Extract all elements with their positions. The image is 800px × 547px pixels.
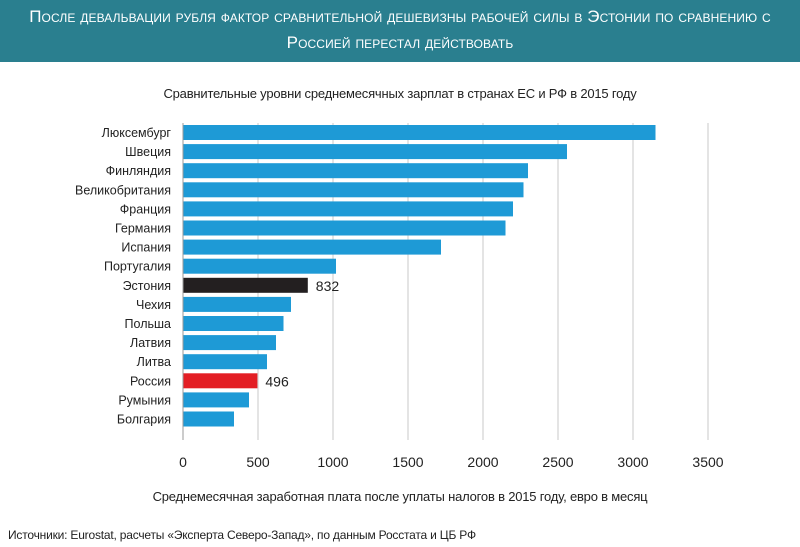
header-title: После девальвации рубля фактор сравнител… — [29, 7, 771, 52]
category-label: Финляндия — [106, 164, 171, 178]
bar — [183, 277, 308, 293]
bar — [183, 258, 336, 274]
x-tick-label: 0 — [179, 454, 187, 470]
bar — [183, 335, 276, 351]
bar — [183, 182, 524, 198]
bar — [183, 411, 234, 427]
x-tick-label: 3000 — [617, 454, 648, 470]
category-label: Болгария — [117, 413, 171, 427]
bar — [183, 296, 291, 312]
x-axis-label: Среднемесячная заработная плата после уп… — [152, 489, 648, 504]
category-label: Латвия — [130, 336, 171, 350]
category-label: Россия — [130, 374, 171, 388]
bar — [183, 125, 656, 140]
bar — [183, 392, 249, 408]
bar — [183, 163, 528, 179]
x-tick-label: 500 — [246, 454, 270, 470]
bar — [183, 354, 267, 370]
category-label: Чехия — [136, 298, 171, 312]
x-tick-label: 1500 — [392, 454, 423, 470]
bar — [183, 316, 284, 331]
x-tick-label: 2500 — [542, 454, 573, 470]
bar — [183, 373, 258, 389]
bar — [183, 220, 506, 236]
category-label: Швеция — [125, 145, 171, 159]
data-label: 496 — [265, 373, 289, 389]
source-note: Источники: Eurostat, расчеты «Эксперта С… — [8, 528, 476, 542]
category-label: Румыния — [118, 393, 171, 407]
chart-title: Сравнительные уровни среднемесячных зарп… — [163, 86, 637, 101]
bar — [183, 201, 513, 217]
data-label: 832 — [316, 278, 340, 294]
header-banner: После девальвации рубля фактор сравнител… — [0, 0, 800, 62]
category-label: Люксембург — [102, 126, 172, 140]
category-label: Великобритания — [75, 183, 171, 197]
category-label: Эстония — [123, 279, 171, 293]
bar — [183, 144, 567, 160]
x-tick-label: 3500 — [692, 454, 723, 470]
category-label: Франция — [120, 202, 171, 216]
x-tick-label: 2000 — [467, 454, 498, 470]
category-label: Польша — [125, 317, 171, 331]
category-label: Португалия — [104, 260, 171, 274]
x-tick-label: 1000 — [317, 454, 348, 470]
bar — [183, 239, 441, 255]
category-label: Германия — [115, 222, 171, 236]
category-label: Литва — [137, 355, 171, 369]
category-label: Испания — [121, 241, 171, 255]
